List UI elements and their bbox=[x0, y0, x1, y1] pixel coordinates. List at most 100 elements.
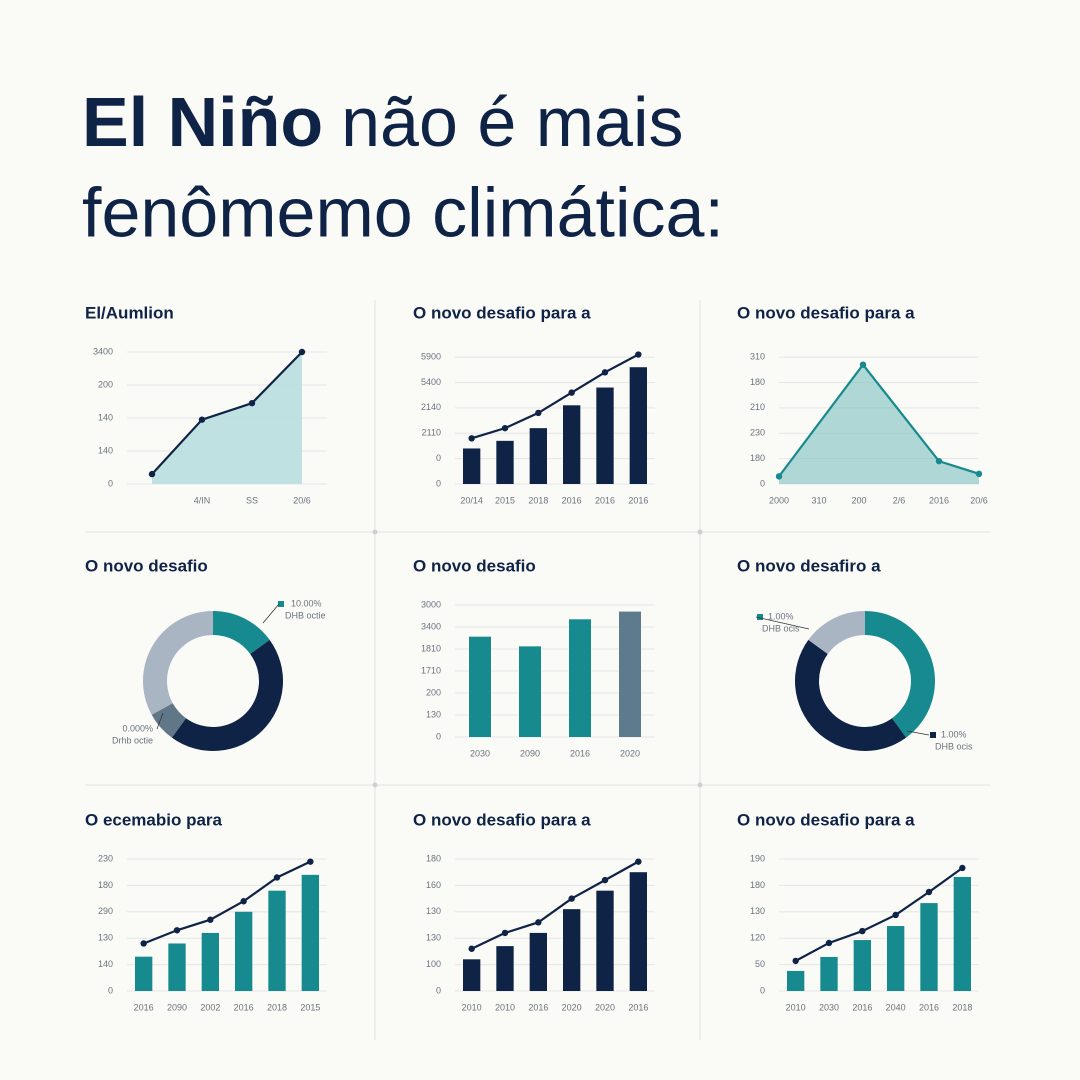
line-point bbox=[173, 927, 181, 934]
bar bbox=[496, 440, 514, 484]
line-point bbox=[925, 888, 933, 896]
annotation-text: DHB octie bbox=[285, 610, 326, 620]
y-tick-label: 0 bbox=[436, 731, 441, 741]
line-point bbox=[468, 435, 475, 442]
chart-title: O novo desafio para a bbox=[413, 303, 591, 322]
x-tick-label: 2020 bbox=[620, 748, 640, 758]
y-tick-label: 130 bbox=[426, 906, 441, 916]
y-tick-label: 0 bbox=[760, 985, 765, 995]
divider-dot bbox=[697, 782, 703, 788]
bar bbox=[469, 636, 491, 737]
line-point bbox=[248, 399, 256, 407]
y-tick-label: 130 bbox=[750, 906, 765, 916]
headline-line-2: fenômemo climática: bbox=[82, 173, 724, 251]
annotation-value: 1.00% bbox=[941, 729, 967, 739]
y-tick-label: 160 bbox=[426, 880, 441, 890]
line-point bbox=[198, 416, 206, 423]
y-tick-label: 230 bbox=[98, 853, 113, 863]
line-point bbox=[859, 927, 866, 935]
line-point bbox=[892, 911, 899, 919]
x-tick-label: 2016 bbox=[234, 1002, 254, 1012]
bar bbox=[463, 448, 481, 484]
y-tick-label: 180 bbox=[750, 453, 765, 463]
y-tick-label: 140 bbox=[98, 959, 113, 969]
line-point bbox=[935, 457, 943, 465]
x-tick-label: 2000 bbox=[769, 495, 789, 505]
x-tick-label: 4/IN bbox=[194, 495, 211, 505]
x-tick-label: 2/6 bbox=[893, 495, 906, 505]
x-tick-label: 2002 bbox=[200, 1002, 220, 1012]
y-tick-label: 2110 bbox=[422, 428, 441, 438]
bar bbox=[268, 890, 286, 991]
leader-line bbox=[156, 712, 164, 730]
line bbox=[151, 351, 303, 475]
x-tick-label: 2016 bbox=[134, 1002, 154, 1012]
bar bbox=[563, 405, 581, 484]
y-tick-label: 130 bbox=[98, 933, 113, 943]
y-tick-label: 0 bbox=[436, 985, 441, 995]
y-tick-label: 130 bbox=[426, 933, 441, 943]
bar bbox=[563, 909, 581, 991]
annotation-value: 10.00% bbox=[291, 598, 322, 608]
headline: El Niño não é mais bbox=[82, 83, 684, 161]
divider-dot bbox=[697, 529, 703, 535]
y-tick-label: 180 bbox=[426, 853, 441, 863]
line-point bbox=[601, 876, 609, 884]
bar bbox=[529, 428, 547, 484]
bar bbox=[496, 946, 514, 991]
line-point bbox=[959, 864, 966, 872]
bar bbox=[920, 903, 938, 991]
line bbox=[471, 353, 639, 440]
legend-swatch bbox=[278, 601, 284, 607]
divider-dot bbox=[372, 529, 378, 535]
y-tick-label: 0 bbox=[760, 478, 765, 488]
bar bbox=[235, 911, 253, 991]
leader-line bbox=[755, 616, 810, 630]
leader-line bbox=[262, 603, 280, 624]
x-tick-label: 20/6 bbox=[970, 495, 988, 505]
line-point bbox=[273, 874, 281, 881]
chart-title: O novo desafio bbox=[413, 556, 536, 575]
x-tick-label: 200 bbox=[851, 495, 866, 505]
line-point bbox=[207, 916, 214, 923]
bar bbox=[953, 876, 971, 991]
annotation-value: 0.000% bbox=[122, 723, 153, 733]
annotation-value: 1.00% bbox=[768, 611, 794, 621]
chart-title: O novo desafio para a bbox=[737, 303, 915, 322]
y-tick-label: 180 bbox=[750, 880, 765, 890]
x-tick-label: 2016 bbox=[628, 1002, 648, 1012]
line-point bbox=[601, 369, 609, 376]
line-point bbox=[501, 424, 509, 432]
x-tick-label: 20/6 bbox=[293, 495, 311, 505]
bar bbox=[529, 932, 547, 991]
y-tick-label: 210 bbox=[750, 402, 765, 412]
donut-segment bbox=[171, 639, 283, 751]
line-point bbox=[140, 940, 147, 947]
line bbox=[143, 860, 311, 945]
bar bbox=[887, 926, 905, 991]
headline-bold: El Niño bbox=[82, 83, 323, 161]
line-point bbox=[635, 351, 642, 358]
donut-segment bbox=[795, 639, 907, 751]
headline-rest: não é mais bbox=[341, 83, 683, 161]
x-tick-label: 2015 bbox=[300, 1002, 320, 1012]
bar bbox=[820, 956, 838, 991]
legend-swatch bbox=[930, 732, 936, 738]
line-point bbox=[307, 858, 314, 865]
line-point bbox=[240, 898, 247, 905]
bar bbox=[168, 943, 186, 991]
x-tick-label: 2020 bbox=[562, 1002, 582, 1012]
line-point bbox=[775, 473, 783, 480]
bar bbox=[787, 970, 805, 991]
y-tick-label: 120 bbox=[750, 933, 765, 943]
bar bbox=[301, 874, 319, 991]
area bbox=[152, 352, 302, 484]
bar bbox=[569, 619, 591, 737]
chart-title: O novo desafio bbox=[85, 556, 208, 575]
donut-segment bbox=[808, 611, 865, 654]
y-tick-label: 200 bbox=[98, 379, 113, 389]
annotation-text: DHB ocis bbox=[935, 741, 973, 751]
x-tick-label: 2016 bbox=[852, 1002, 872, 1012]
chart-title: O novo desafiro a bbox=[737, 556, 881, 575]
